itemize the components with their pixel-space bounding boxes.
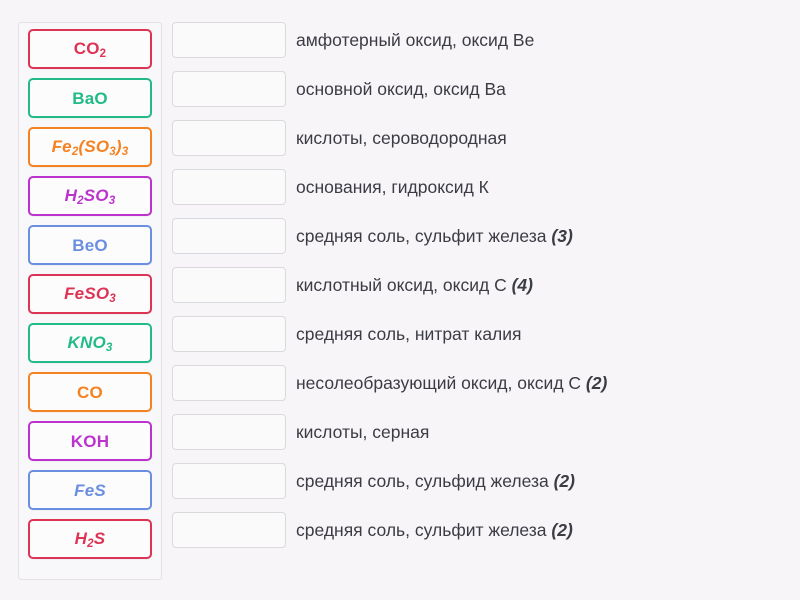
drop-slot-6[interactable] <box>172 267 286 303</box>
drop-slot-11[interactable] <box>172 512 286 548</box>
answer-label-1: амфотерный оксид, оксид Be <box>296 22 792 58</box>
answer-label-9: кислоты, серная <box>296 414 792 450</box>
answer-label-11: средняя соль, сульфит железа (2) <box>296 512 792 548</box>
formula-text: BaO <box>72 88 108 108</box>
answer-label-valence: (3) <box>551 226 573 246</box>
tile-fe2so33[interactable]: Fe2(SO3)3 <box>28 127 152 167</box>
formula-text: CO <box>77 382 103 402</box>
tile-kno3[interactable]: KNO3 <box>28 323 152 363</box>
answer-label-3: кислоты, сероводородная <box>296 120 792 156</box>
answer-label-4: основания, гидроксид К <box>296 169 792 205</box>
formula-text: FeSO3 <box>64 284 116 306</box>
tile-bao[interactable]: BaO <box>28 78 152 118</box>
answer-label-text: кислотный оксид, оксид С <box>296 275 507 295</box>
answer-label-valence: (4) <box>511 275 533 295</box>
draggable-tiles-container: CO2 BaO Fe2(SO3)3 H2SO3 BeO FeSO3 KNO3 CO KOH FeS… <box>18 22 162 580</box>
tile-beo[interactable]: BeO <box>28 225 152 265</box>
answer-label-text: средняя соль, сульфит железа <box>296 226 547 246</box>
drop-slot-9[interactable] <box>172 414 286 450</box>
answer-label-text: несолеобразующий оксид, оксид С <box>296 373 582 393</box>
answer-label-2: основной оксид, оксид Ba <box>296 71 792 107</box>
drop-slot-10[interactable] <box>172 463 286 499</box>
tile-co2[interactable]: CO2 <box>28 29 152 69</box>
answer-label-text: кислоты, сероводородная <box>296 128 507 148</box>
formula-text: BeO <box>72 235 108 255</box>
formula-text: KOH <box>70 431 110 451</box>
tile-feso3[interactable]: FeSO3 <box>28 274 152 314</box>
answer-label-valence: (2) <box>585 373 608 393</box>
formula-text: H2SO3 <box>64 186 116 208</box>
formula-text: KNO3 <box>67 333 113 355</box>
drop-slot-5[interactable] <box>172 218 286 254</box>
formula-text: Fe2(SO3)3 <box>51 137 129 159</box>
answer-label-6: кислотный оксид, оксид С (4) <box>296 267 792 303</box>
answer-label-text: кислоты, серная <box>296 422 430 442</box>
tile-h2s[interactable]: H2S <box>28 519 152 559</box>
formula-text: H2S <box>74 529 106 551</box>
answer-label-valence: (2) <box>551 520 573 540</box>
tile-fes[interactable]: FeS <box>28 470 152 510</box>
answer-label-7: средняя соль, нитрат калия <box>296 316 792 352</box>
tile-koh[interactable]: KOH <box>28 421 152 461</box>
answer-label-text: средняя соль, нитрат калия <box>296 324 522 344</box>
drop-slot-1[interactable] <box>172 22 286 58</box>
answer-label-text: амфотерный оксид, оксид Be <box>296 30 535 50</box>
answer-labels-column: амфотерный оксид, оксид Be основной оксид… <box>296 22 792 561</box>
answer-label-5: средняя соль, сульфит железа (3) <box>296 218 792 254</box>
drop-slot-3[interactable] <box>172 120 286 156</box>
tile-h2so3[interactable]: H2SO3 <box>28 176 152 216</box>
drop-slot-4[interactable] <box>172 169 286 205</box>
tile-co[interactable]: CO <box>28 372 152 412</box>
answer-label-valence: (2) <box>553 471 575 491</box>
drop-slot-8[interactable] <box>172 365 286 401</box>
drop-slot-2[interactable] <box>172 71 286 107</box>
formula-text: FeS <box>74 480 106 500</box>
answer-label-text: средняя соль, сульфит железа <box>296 520 547 540</box>
answer-label-text: средняя соль, сульфид железа <box>296 471 549 491</box>
answer-label-text: основания, гидроксид К <box>296 177 489 197</box>
drop-slots-column <box>172 22 286 561</box>
formula-text: CO2 <box>73 39 107 61</box>
answer-label-10: средняя соль, сульфид железа (2) <box>296 463 792 499</box>
drop-slot-7[interactable] <box>172 316 286 352</box>
answer-label-8: несолеобразующий оксид, оксид С (2) <box>296 365 792 401</box>
answer-label-text: основной оксид, оксид Ba <box>296 79 506 99</box>
